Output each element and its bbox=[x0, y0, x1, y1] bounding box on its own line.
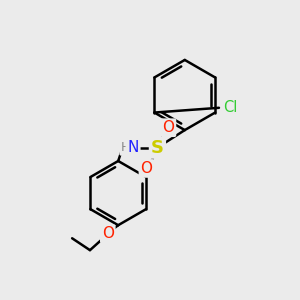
Text: N: N bbox=[128, 140, 139, 155]
Text: Cl: Cl bbox=[224, 100, 238, 115]
Text: H: H bbox=[121, 141, 130, 154]
Text: S: S bbox=[151, 139, 164, 157]
Text: O: O bbox=[102, 226, 114, 241]
Text: O: O bbox=[162, 120, 174, 135]
Text: O: O bbox=[140, 161, 152, 176]
